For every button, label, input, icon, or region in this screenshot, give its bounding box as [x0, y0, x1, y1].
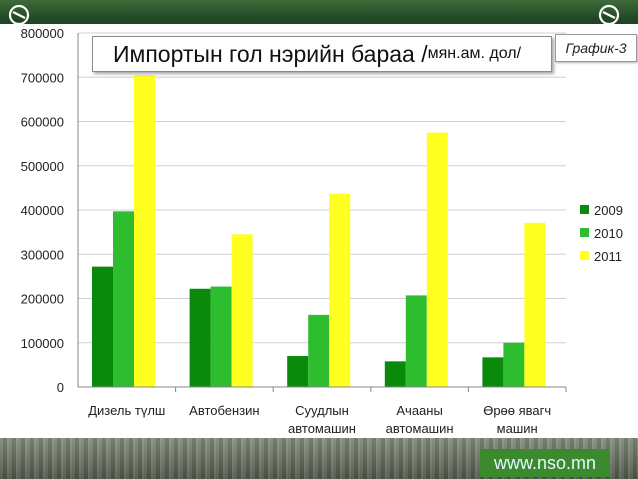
- x-category-label-3-1: автомашин: [386, 421, 454, 436]
- website-link[interactable]: www.nso.mn: [480, 449, 610, 477]
- logo-left-icon: [8, 4, 30, 26]
- y-tick-label-7: 700000: [21, 70, 64, 85]
- bar-2009-1: [189, 288, 211, 387]
- x-category-label-4-1: машин: [497, 421, 538, 436]
- x-category-label-1-0: Автобензин: [189, 403, 259, 418]
- x-category-label-3-0: Ачааны: [396, 403, 442, 418]
- legend-swatch-2009: [580, 205, 589, 214]
- bar-2011-0: [134, 75, 155, 387]
- bar-2010-4: [503, 342, 525, 387]
- bar-2011-2: [329, 193, 351, 387]
- y-tick-label-2: 200000: [21, 292, 64, 307]
- legend-label-2009: 2009: [594, 203, 623, 218]
- bar-2011-1: [231, 234, 253, 387]
- bar-2009-4: [482, 357, 504, 387]
- y-tick-label-5: 500000: [21, 159, 64, 174]
- legend-swatch-2010: [580, 228, 589, 237]
- bar-2010-3: [405, 295, 427, 387]
- bar-2009-2: [287, 356, 309, 387]
- legend-swatch-2011: [580, 251, 589, 260]
- legend: 2009 2010 2011: [580, 203, 623, 264]
- bar-2010-1: [210, 286, 232, 387]
- x-category-label-2-0: Суудлын: [295, 403, 349, 418]
- y-tick-label-4: 400000: [21, 203, 64, 218]
- chart-number-tag: График-3: [555, 34, 637, 62]
- bar-2011-3: [426, 132, 448, 387]
- chart-title: Импортын гол нэрийн бараа /: [113, 40, 428, 67]
- bar-2011-4: [524, 222, 546, 387]
- axes: 0 100000 200000 300000 400000 500000 600000 700…: [21, 26, 567, 436]
- y-tick-label-1: 100000: [21, 336, 64, 351]
- bars: [92, 75, 546, 387]
- grid-lines: [78, 32, 566, 344]
- chart-title-unit: мян.ам. дол/: [427, 45, 522, 62]
- x-category-label-0-0: Дизель түлш: [88, 403, 165, 418]
- legend-label-2010: 2010: [594, 226, 623, 241]
- logo-right-icon: [598, 4, 620, 26]
- y-tick-label-3: 300000: [21, 247, 64, 262]
- chart-title-box: Импортын гол нэрийн бараа / мян.ам. дол/: [92, 36, 552, 72]
- bar-2009-3: [384, 361, 406, 387]
- bar-2009-0: [92, 266, 113, 387]
- y-tick-label-8: 800000: [21, 26, 64, 41]
- y-tick-label-0: 0: [57, 380, 64, 395]
- bar-2010-0: [113, 211, 134, 387]
- bar-2010-2: [308, 314, 330, 387]
- legend-label-2011: 2011: [594, 249, 622, 264]
- x-category-label-2-1: автомашин: [288, 421, 356, 436]
- y-tick-label-6: 600000: [21, 115, 64, 130]
- x-category-label-4-0: Өрөө явагч: [483, 403, 551, 418]
